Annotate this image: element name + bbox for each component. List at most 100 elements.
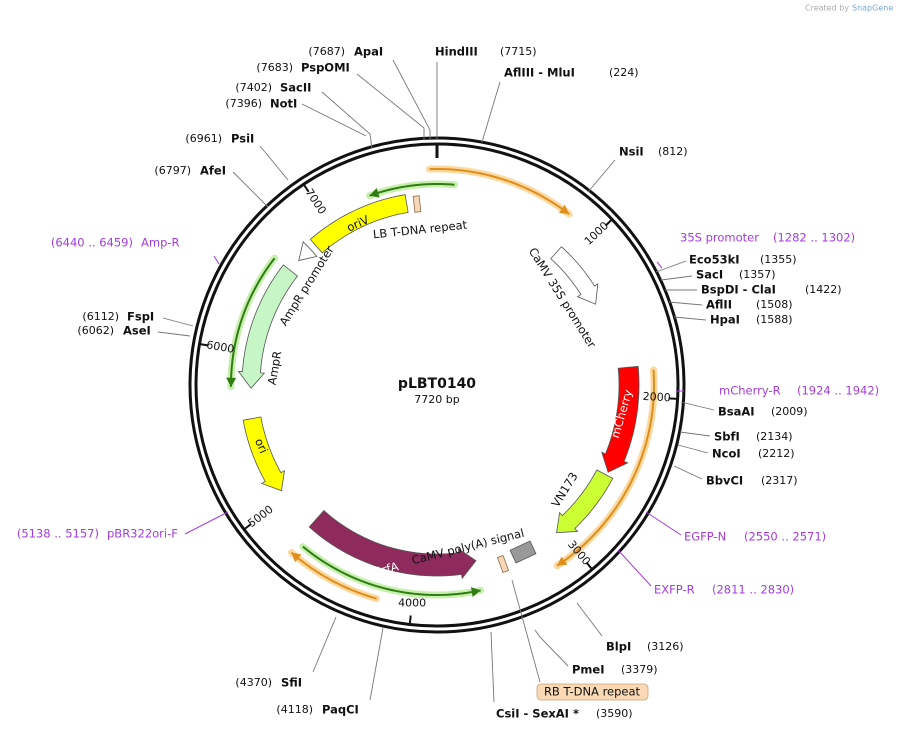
primer-range: (6440 .. 6459) xyxy=(51,236,133,250)
primer-name: mCherry-R xyxy=(719,384,781,398)
site-name: HpaI xyxy=(710,313,740,327)
feature-shapes xyxy=(199,165,678,625)
arc-halo xyxy=(425,165,573,218)
arc-line xyxy=(429,167,570,215)
feature-arrow xyxy=(550,246,599,305)
primer-name: EGFP-N xyxy=(684,530,726,544)
site-position: (3379) xyxy=(621,663,658,676)
site-position: (2212) xyxy=(758,447,795,460)
site-name: FspI xyxy=(127,310,154,324)
tick-mark xyxy=(585,561,593,570)
site-position: (3590) xyxy=(596,707,633,720)
credit: Created by xyxy=(805,4,849,13)
tick-label: 2000 xyxy=(642,390,671,405)
primer-name: EXFP-R xyxy=(654,583,695,597)
arc-head xyxy=(369,188,380,198)
primer-name: pBR322ori-F xyxy=(107,527,178,541)
feature-label: AmpR xyxy=(265,350,285,386)
tick-mark xyxy=(408,615,412,625)
site-position: (2134) xyxy=(756,430,793,443)
tick-mark xyxy=(302,183,310,193)
site-position: (812) xyxy=(658,145,688,158)
site-position: (1422) xyxy=(805,283,842,296)
site-position: (1355) xyxy=(760,253,797,266)
tick-label: 6000 xyxy=(205,338,235,356)
brand: SnapGene xyxy=(852,4,893,13)
site-name: SacI xyxy=(696,268,723,282)
feature-arrow xyxy=(601,365,640,473)
arc-line xyxy=(290,551,377,600)
feature-box xyxy=(496,554,510,574)
site-position: (1357) xyxy=(739,268,776,281)
feature-arrow xyxy=(309,194,409,254)
site-name: NcoI xyxy=(712,447,741,461)
site-name: SbfI xyxy=(714,430,740,444)
site-position: (6112) xyxy=(82,310,119,323)
sites: (7687) ApaI (7683) PspOMI (7402) SacII (… xyxy=(77,45,841,721)
site-position: (6062) xyxy=(77,324,114,337)
site-name: PaqCI xyxy=(322,703,359,717)
site-name: BsaAI xyxy=(718,405,755,419)
feature-label: RB T-DNA repeat xyxy=(544,685,641,699)
primer-range: (1924 .. 1942) xyxy=(797,384,879,398)
arc-line xyxy=(556,369,655,567)
primers: (6440 .. 6459) Amp-R (5138 .. 5157) pBR3… xyxy=(17,231,879,597)
site-name: SfiI xyxy=(281,676,302,690)
tick-mark xyxy=(668,397,678,400)
site-position: (7396) xyxy=(225,97,262,110)
site-name: NsiI xyxy=(619,145,644,159)
site-position: (7715) xyxy=(500,45,537,58)
site-name: NotI xyxy=(270,97,297,111)
site-name: AfeI xyxy=(200,164,226,178)
arc-head xyxy=(291,552,302,563)
feature-label: trfA xyxy=(376,559,400,578)
feature-box xyxy=(412,195,422,213)
arc-line xyxy=(230,257,276,387)
feature-box xyxy=(509,540,537,564)
site-name: CsiI - SexAI * xyxy=(496,707,579,721)
site-name: BspDI - ClaI xyxy=(701,283,776,297)
site-position: (7683) xyxy=(256,61,293,74)
primer-name: 35S promoter xyxy=(680,231,759,245)
primer-range: (2811 .. 2830) xyxy=(712,583,794,597)
arc-head xyxy=(557,556,568,566)
feature-arrow xyxy=(556,469,614,534)
plasmid-name: pLBT0140 xyxy=(398,376,476,392)
tick-mark xyxy=(199,342,209,347)
site-name: AflII xyxy=(706,298,732,312)
feature-label: ori xyxy=(252,436,271,455)
arc-halo xyxy=(553,366,658,570)
site-name: PsiI xyxy=(231,132,254,146)
arc-head xyxy=(470,587,481,598)
arc-line xyxy=(302,545,481,596)
site-position: (7687) xyxy=(308,45,345,58)
site-position: (4370) xyxy=(235,676,272,689)
plasmid-size: 7720 bp xyxy=(414,393,459,406)
site-name: AflIII - MluI xyxy=(504,66,575,80)
arc-head xyxy=(226,377,237,387)
tick-label: 5000 xyxy=(245,503,275,530)
site-name: PspOMI xyxy=(301,61,350,75)
feature-arrow xyxy=(237,264,299,389)
site-name: HindIII xyxy=(435,45,478,59)
site-position: (7402) xyxy=(235,81,272,94)
site-name: Eco53kI xyxy=(689,253,740,267)
site-name: BlpI xyxy=(606,640,631,654)
arc-line xyxy=(369,182,455,197)
feature-arrow xyxy=(242,416,285,492)
site-name: AseI xyxy=(123,324,151,338)
site-position: (6961) xyxy=(185,132,222,145)
feature-arrow xyxy=(308,510,477,580)
arc-head xyxy=(558,204,570,215)
site-name: PmeI xyxy=(572,663,605,677)
site-position: (2317) xyxy=(761,474,798,487)
tick-mark xyxy=(604,218,613,227)
site-position: (6797) xyxy=(154,164,191,177)
site-name: BbvCI xyxy=(706,474,743,488)
site-position: (4118) xyxy=(276,703,313,716)
tick-mark xyxy=(243,523,252,531)
primer-name: Amp-R xyxy=(141,236,180,250)
site-name: ApaI xyxy=(354,45,383,59)
